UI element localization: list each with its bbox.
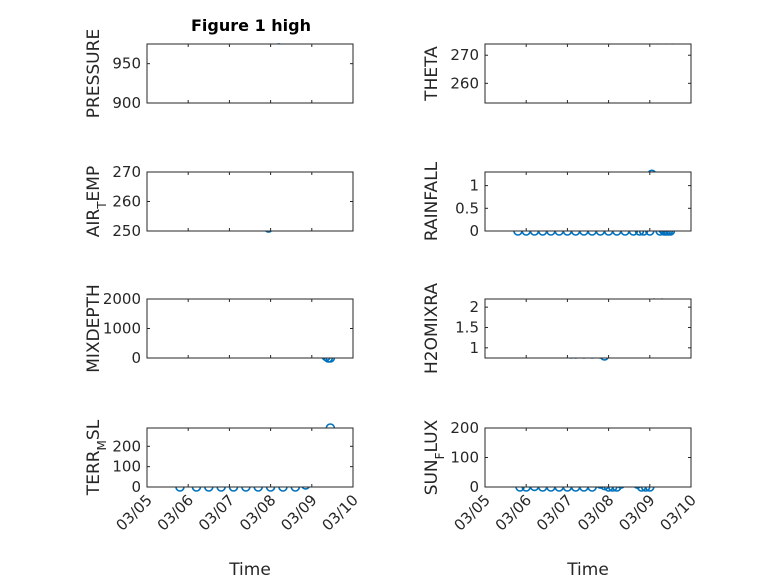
y-axis-label: RAINFALL bbox=[422, 161, 442, 241]
y-tick-label: 900 bbox=[112, 94, 141, 112]
y-axis-label: THETA bbox=[422, 46, 442, 102]
y-tick-label: 0 bbox=[131, 349, 141, 367]
y-tick-label: 200 bbox=[450, 419, 479, 437]
axes-box bbox=[484, 171, 692, 232]
subplot-2: 260 270 THETA bbox=[422, 43, 692, 104]
figure-title: Figure 1 high bbox=[191, 16, 311, 35]
y-axis-label: TERRMSL bbox=[84, 419, 109, 496]
x-axis-label: Time bbox=[228, 560, 271, 580]
y-tick-label: 1000 bbox=[103, 320, 141, 338]
axes-box bbox=[484, 43, 692, 104]
y-tick-label: 260 bbox=[112, 193, 141, 211]
y-axis-label: PRESSURE bbox=[84, 29, 104, 118]
y-tick-label: 100 bbox=[450, 449, 479, 467]
y-axis-label: AIRTEMP bbox=[84, 166, 109, 237]
y-axis-label: H2OMIXRA bbox=[422, 283, 442, 374]
axes-box bbox=[146, 171, 354, 232]
axes-box bbox=[146, 43, 354, 104]
axes-box bbox=[484, 427, 692, 488]
y-tick-label: 260 bbox=[450, 74, 479, 92]
y-tick-label: 1.5 bbox=[455, 318, 479, 336]
y-tick-label: 1 bbox=[469, 339, 479, 357]
y-tick-label: 270 bbox=[112, 163, 141, 181]
axes-box bbox=[146, 298, 354, 359]
subplot-4: 0 0.5 1 RAINFALL bbox=[422, 161, 692, 241]
y-tick-label: 2000 bbox=[103, 290, 141, 308]
axes-box bbox=[146, 427, 354, 488]
y-tick-label: 0.5 bbox=[455, 199, 479, 217]
y-tick-label: 250 bbox=[112, 222, 141, 240]
x-axis-label: Time bbox=[566, 560, 609, 580]
y-tick-label: 2 bbox=[469, 298, 479, 316]
y-tick-label: 1 bbox=[469, 177, 479, 195]
y-tick-label: 100 bbox=[112, 458, 141, 476]
y-axis-label: MIXDEPTH bbox=[84, 284, 104, 373]
y-tick-label: 950 bbox=[112, 55, 141, 73]
subplot-1: 900 950 PRESSURE bbox=[84, 29, 354, 118]
y-tick-label: 0 bbox=[469, 478, 479, 496]
y-tick-label: 0 bbox=[469, 222, 479, 240]
y-tick-label: 0 bbox=[131, 478, 141, 496]
y-tick-label: 200 bbox=[112, 437, 141, 455]
axes-box bbox=[484, 298, 692, 359]
subplot-6: 1 1.5 2 H2OMIXRA bbox=[422, 283, 692, 374]
y-tick-label: 270 bbox=[450, 46, 479, 64]
y-axis-label: SUNFLUX bbox=[422, 419, 447, 495]
